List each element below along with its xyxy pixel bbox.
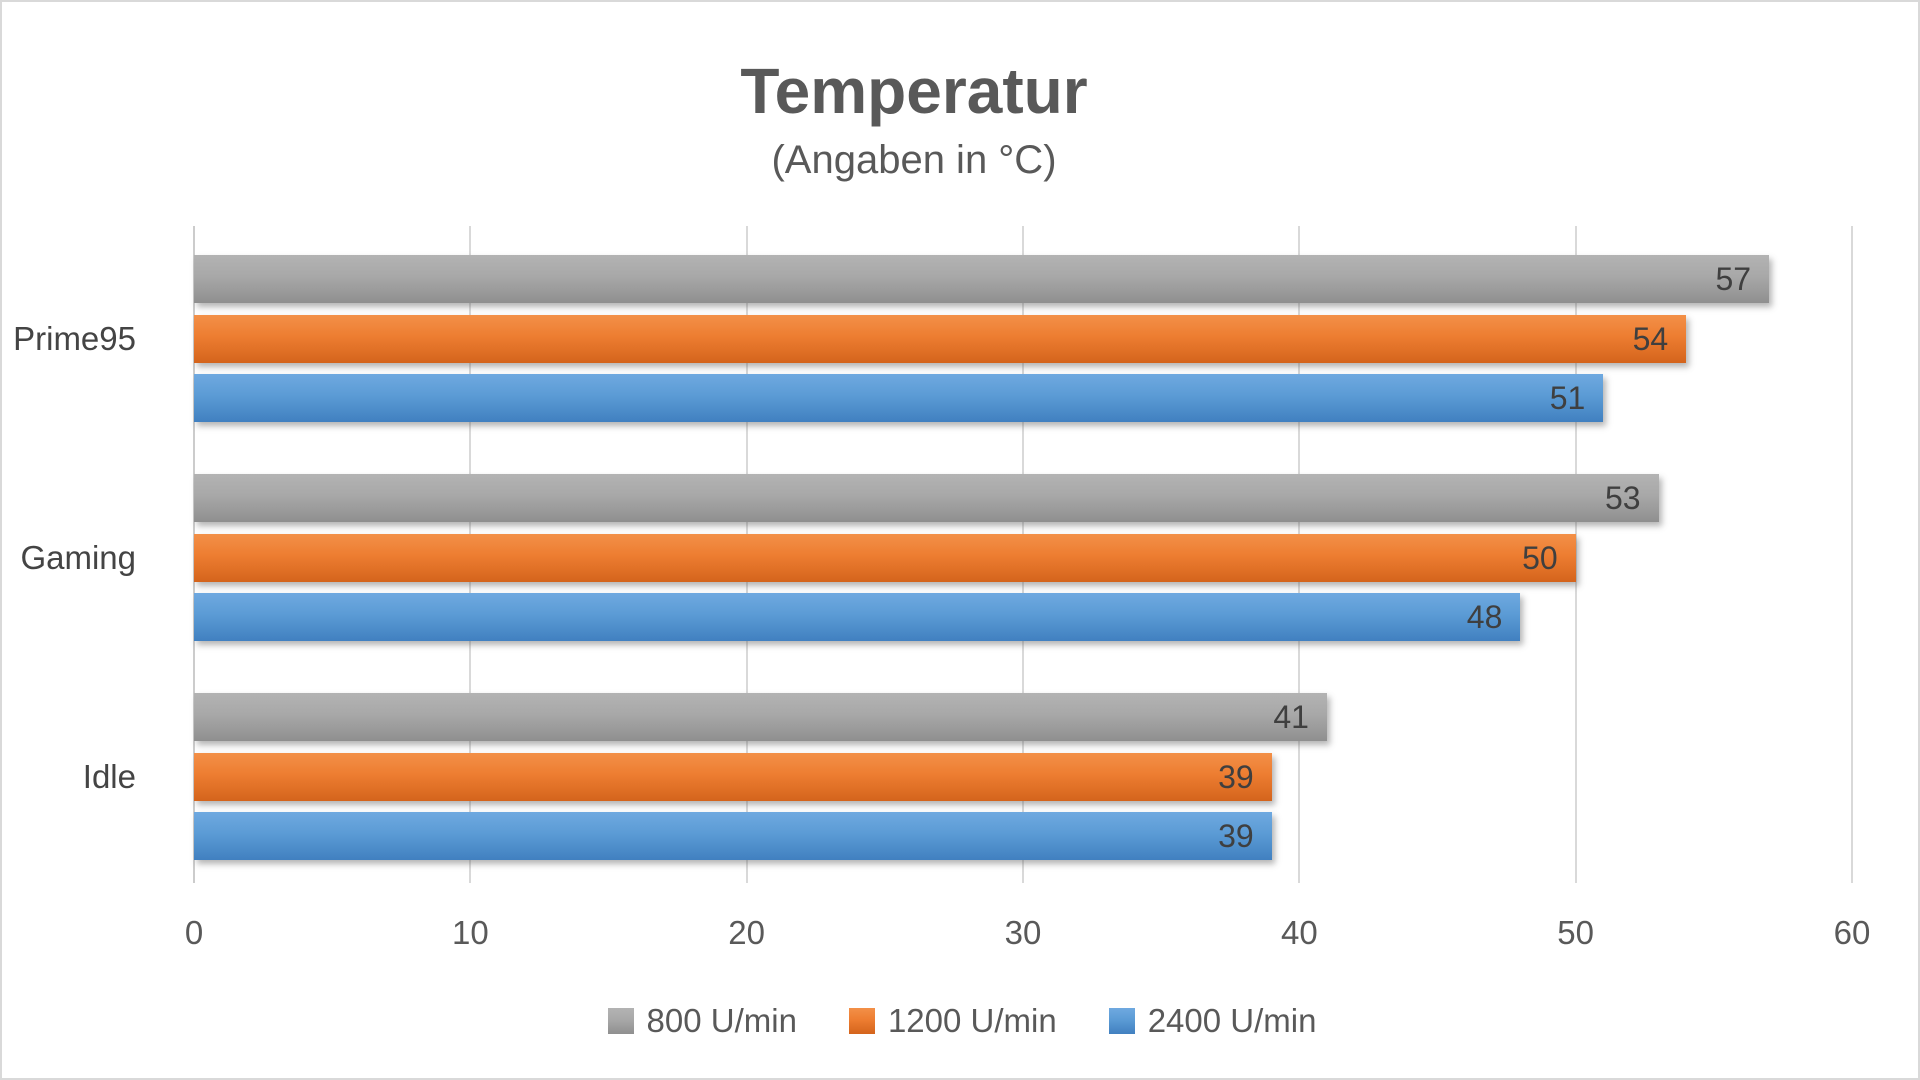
category-axis: Prime95 Gaming Idle (2, 226, 164, 883)
bar-value-label: 53 (1604, 480, 1641, 516)
legend-item: 1200 U/min (848, 1002, 1057, 1039)
legend-item: 800 U/min (607, 1002, 797, 1039)
bar: 48 (194, 593, 1521, 641)
bar: 41 (194, 693, 1327, 741)
bar: 54 (194, 314, 1687, 363)
bar: 39 (194, 812, 1272, 860)
bar-value-label: 54 (1632, 320, 1669, 357)
legend-swatch (848, 1007, 875, 1034)
chart-title: Temperatur (740, 55, 1088, 127)
x-tick-label: 30 (1004, 914, 1042, 951)
x-tick-label: 20 (728, 914, 766, 951)
x-tick-label: 50 (1557, 914, 1595, 951)
legend-label: 800 U/min (646, 1002, 797, 1039)
legend-item: 2400 U/min (1108, 1002, 1317, 1039)
x-tick-label: 40 (1280, 914, 1318, 951)
category-label: Prime95 (13, 319, 136, 357)
bar-value-label: 51 (1549, 380, 1586, 416)
value-axis: 0 10 20 30 40 50 60 (2, 916, 1920, 960)
chart-title-block: Temperatur (Angaben in °C) (2, 55, 1826, 183)
bar: 39 (194, 752, 1272, 801)
bar-value-label: 41 (1273, 699, 1309, 735)
x-tick-label: 10 (451, 914, 489, 951)
category-label: Gaming (20, 538, 136, 576)
legend-swatch (607, 1007, 634, 1034)
bar-value-label: 57 (1715, 261, 1752, 297)
bar: 53 (194, 474, 1659, 522)
legend-label: 2400 U/min (1147, 1002, 1317, 1039)
bar: 50 (194, 533, 1576, 582)
gridline (1851, 226, 1853, 883)
bar: 51 (194, 374, 1604, 422)
bar-value-label: 50 (1522, 539, 1558, 576)
plot-area: 57 54 51 53 50 48 41 39 39 (193, 226, 1853, 883)
bar-value-label: 39 (1218, 758, 1254, 795)
legend-label: 1200 U/min (887, 1002, 1057, 1039)
category-label: Idle (82, 757, 136, 795)
x-tick-label: 60 (1833, 914, 1871, 951)
chart-subtitle: (Angaben in °C) (771, 138, 1057, 183)
gridline (1574, 226, 1577, 883)
x-tick-label: 0 (184, 914, 204, 951)
legend: 800 U/min 1200 U/min 2400 U/min (2, 1004, 1920, 1037)
bar-value-label: 39 (1218, 818, 1254, 854)
bar: 57 (194, 255, 1770, 303)
bar-value-label: 48 (1466, 599, 1503, 635)
legend-swatch (1108, 1007, 1135, 1034)
